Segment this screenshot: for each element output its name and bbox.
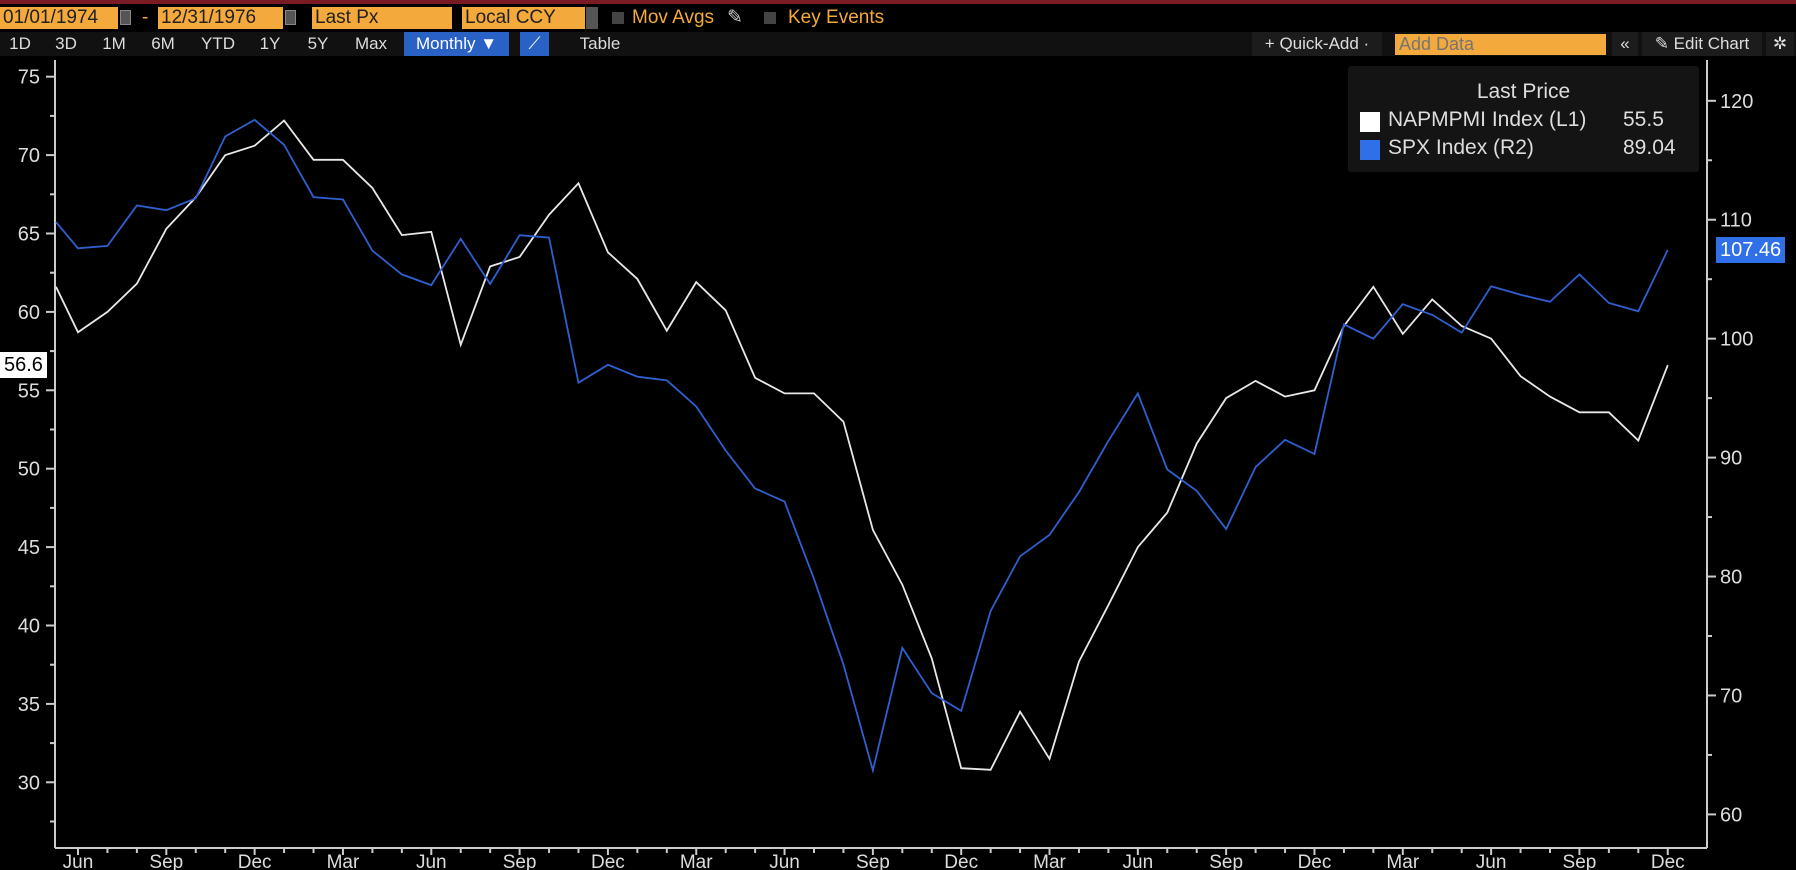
settings-bar: - Last Px Local CCY Mov Avgs ✎ Key Event… (0, 4, 1796, 30)
x-tick-label: Sep (149, 852, 183, 870)
x-tick-label: Dec (1651, 852, 1685, 870)
left-tick-label: 75 (18, 67, 40, 89)
period-3d[interactable]: 3D (55, 34, 77, 53)
quick-add-button[interactable]: + Quick-Add · (1252, 32, 1382, 56)
right-tick-label: 90 (1720, 448, 1742, 470)
left-tick-label: 55 (18, 380, 40, 402)
currency-select[interactable]: Local CCY (462, 7, 585, 29)
period-1d[interactable]: 1D (9, 34, 31, 53)
x-tick-label: Sep (503, 852, 537, 870)
period-1m[interactable]: 1M (102, 34, 126, 53)
x-tick-label: Sep (1563, 852, 1597, 870)
x-tick-label: Jun (1123, 852, 1154, 870)
calendar-icon[interactable] (120, 10, 131, 25)
end-date-input[interactable] (158, 7, 283, 29)
frequency-select[interactable]: Monthly ▼ (404, 32, 509, 56)
period-ytd[interactable]: YTD (201, 34, 235, 53)
x-tick-label: Dec (1298, 852, 1332, 870)
x-tick-label: Sep (856, 852, 890, 870)
right-tick-label: 110 (1720, 210, 1752, 232)
last-value-tag-left: 56.6 (0, 352, 47, 379)
collapse-icon[interactable]: « (1612, 32, 1638, 56)
x-tick-label: Mar (1033, 852, 1066, 870)
legend-value: 89.04 (1623, 136, 1676, 159)
x-tick-label: Mar (327, 852, 360, 870)
x-tick-label: Mar (680, 852, 713, 870)
legend-name: NAPMPMI Index (L1) (1388, 108, 1587, 131)
add-data-input[interactable] (1395, 34, 1606, 55)
calendar-icon[interactable] (285, 10, 296, 25)
chevron-down-icon[interactable] (586, 7, 598, 29)
date-separator: - (142, 7, 149, 28)
left-tick-label: 50 (18, 459, 40, 481)
key-events-checkbox[interactable] (764, 12, 776, 24)
right-tick-label: 100 (1720, 329, 1753, 351)
period-6m[interactable]: 6M (151, 34, 175, 53)
legend-value: 55.5 (1623, 108, 1664, 131)
x-tick-label: Jun (1476, 852, 1507, 870)
start-date-input[interactable] (0, 7, 118, 29)
series-line-spx-index (55, 118, 1669, 774)
pencil-icon[interactable]: ✎ (727, 7, 743, 28)
x-tick-label: Dec (591, 852, 625, 870)
x-tick-label: Dec (944, 852, 978, 870)
legend-name: SPX Index (R2) (1388, 136, 1534, 159)
x-tick-label: Jun (416, 852, 447, 870)
mov-avgs-label: Mov Avgs (632, 7, 715, 28)
left-tick-label: 65 (18, 224, 40, 246)
period-1y[interactable]: 1Y (259, 34, 281, 53)
legend: Last Price NAPMPMI Index (L1) 55.5 SPX I… (1348, 66, 1699, 172)
mov-avgs-checkbox[interactable] (612, 12, 624, 24)
period-max[interactable]: Max (354, 34, 388, 53)
left-tick-label: 45 (18, 537, 40, 559)
window-top-band (0, 0, 1796, 4)
price-field-select[interactable]: Last Px (312, 7, 452, 29)
right-tick-label: 60 (1720, 804, 1742, 826)
legend-swatch (1360, 112, 1380, 132)
right-tick-label: 120 (1720, 91, 1753, 113)
edit-chart-button[interactable]: ✎ Edit Chart (1642, 32, 1762, 56)
x-tick-label: Sep (1209, 852, 1243, 870)
x-tick-label: Dec (238, 852, 272, 870)
x-tick-label: Jun (63, 852, 94, 870)
legend-swatch (1360, 140, 1380, 160)
left-tick-label: 60 (18, 302, 40, 324)
gear-icon[interactable]: ✲ (1766, 32, 1794, 56)
line-chart-icon[interactable]: ⟋ (520, 32, 549, 56)
last-value-tag-right: 107.46 (1716, 236, 1786, 263)
table-button[interactable]: Table (579, 34, 621, 53)
x-tick-label: Jun (769, 852, 800, 870)
series-line-napmpmi-index (55, 119, 1669, 771)
period-5y[interactable]: 5Y (307, 34, 329, 53)
left-tick-label: 30 (18, 772, 40, 794)
key-events-label: Key Events (788, 7, 885, 28)
legend-title: Last Price (1476, 80, 1571, 103)
right-tick-label: 80 (1720, 567, 1742, 589)
x-tick-label: Mar (1386, 852, 1419, 870)
left-tick-label: 35 (18, 694, 40, 716)
left-tick-label: 40 (18, 616, 40, 638)
chart-toolbar: 1D 3D 1M 6M YTD 1Y 5Y Max Monthly ▼ ⟋ Ta… (0, 32, 1796, 56)
right-tick-label: 70 (1720, 685, 1742, 707)
left-tick-label: 70 (18, 145, 40, 167)
